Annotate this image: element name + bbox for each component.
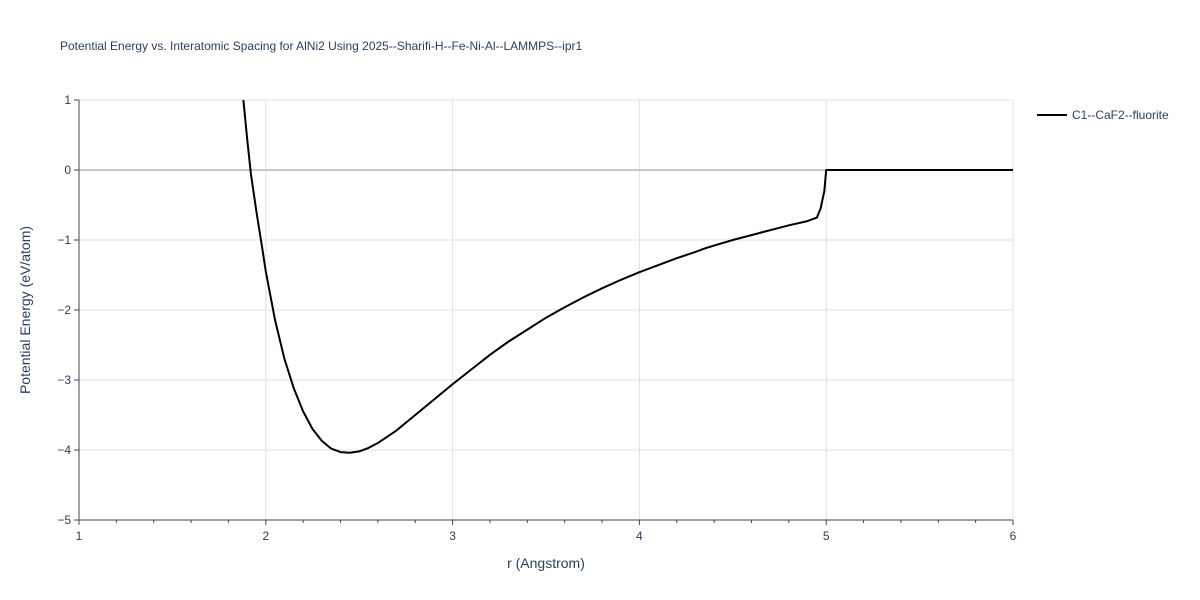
legend-item-c1-caf2-fluorite[interactable]: C1--CaF2--fluorite xyxy=(1072,108,1169,122)
grid xyxy=(79,99,1014,520)
x-tick-label: 3 xyxy=(449,529,456,543)
x-tick-label: 6 xyxy=(1010,529,1017,543)
y-tick-label: −5 xyxy=(57,513,71,527)
x-tick-label: 2 xyxy=(262,529,269,543)
plot-area xyxy=(242,100,1013,454)
y-tick-label: −1 xyxy=(57,233,71,247)
chart-title: Potential Energy vs. Interatomic Spacing… xyxy=(60,39,582,53)
axes: 1 2 3 4 5 6 −5 −4 −3 −2 −1 0 1 xyxy=(57,93,1016,543)
y-tick-label: −4 xyxy=(57,443,71,457)
y-axis-title: Potential Energy (eV/atom) xyxy=(17,226,33,394)
legend[interactable]: C1--CaF2--fluorite xyxy=(1037,108,1169,122)
x-tick-label: 4 xyxy=(636,529,643,543)
y-tick-label: −3 xyxy=(57,373,71,387)
series-line xyxy=(242,100,1013,454)
x-tick-label: 1 xyxy=(76,529,83,543)
x-tick-label: 5 xyxy=(823,529,830,543)
y-tick-label: −2 xyxy=(57,303,71,317)
y-tick-label: 0 xyxy=(64,163,71,177)
x-axis-title: r (Angstrom) xyxy=(507,555,585,571)
y-tick-label: 1 xyxy=(64,93,71,107)
